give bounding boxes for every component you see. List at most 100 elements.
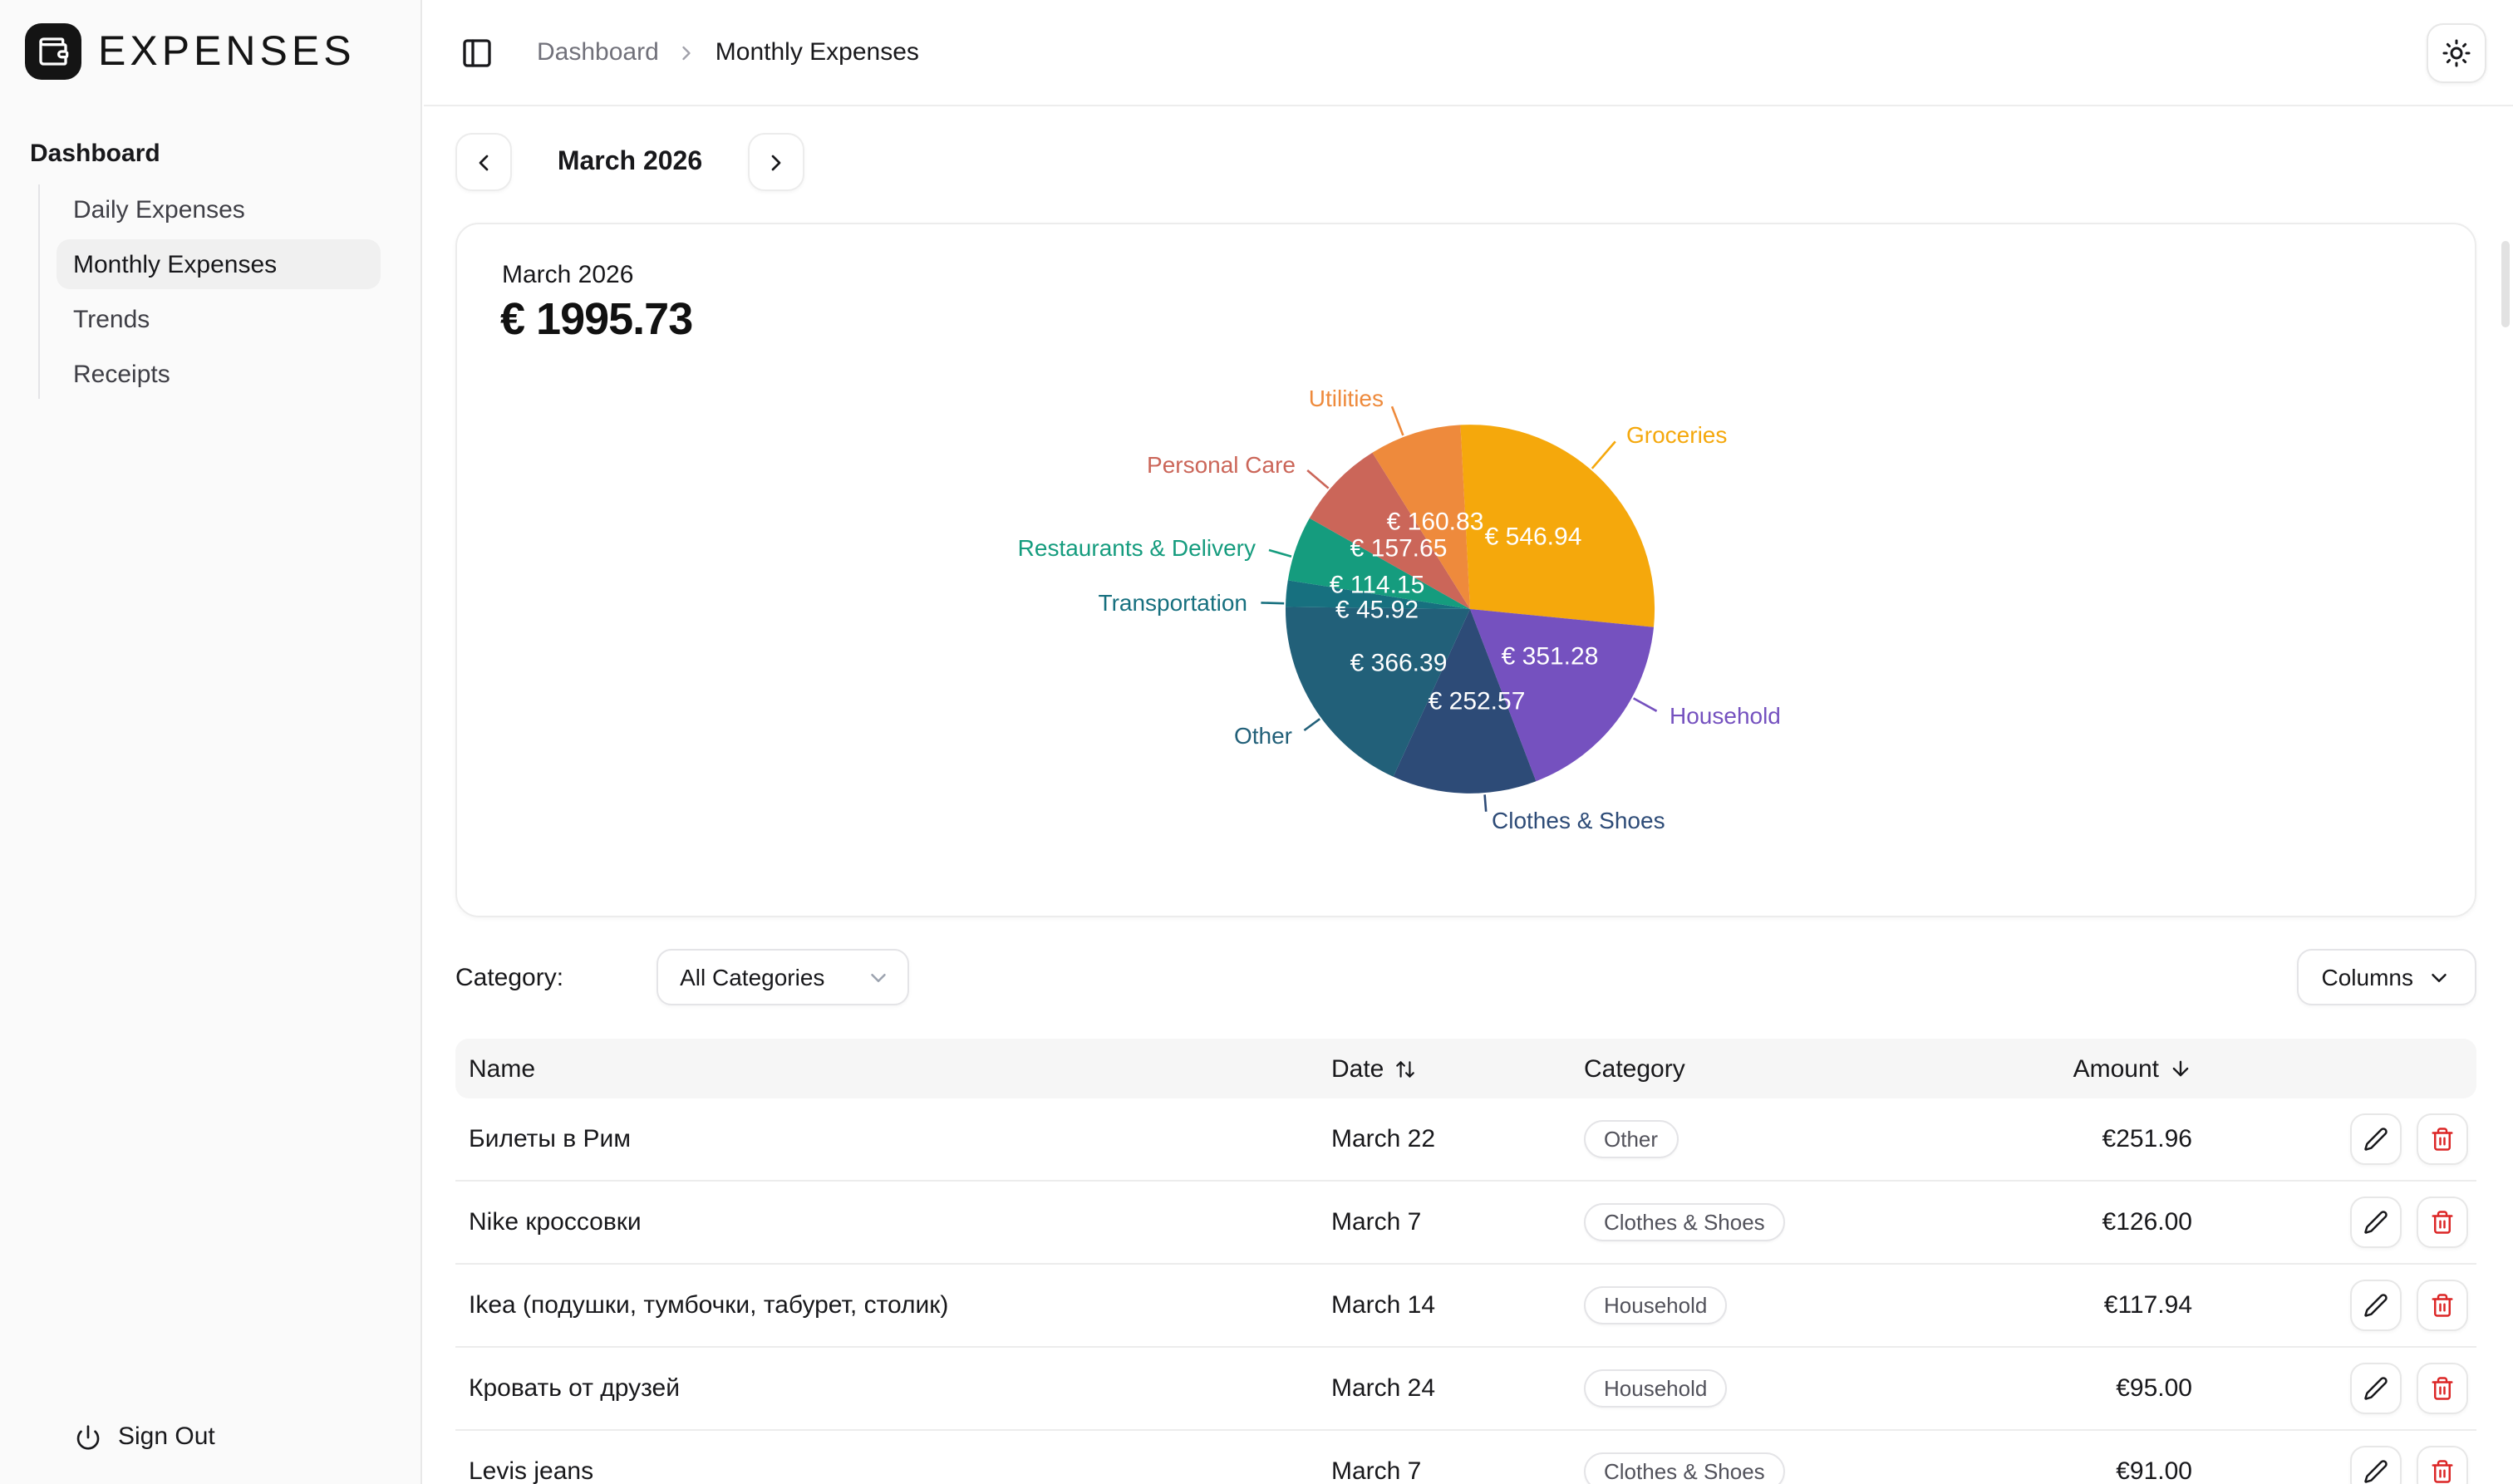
- expense-amount: €126.00: [2102, 1208, 2192, 1236]
- table-header-row: Name Date Category Amount: [455, 1039, 2476, 1098]
- category-select[interactable]: All Categories: [657, 949, 910, 1005]
- pie-chart[interactable]: € 546.94 Groceries € 351.28 Household € 252.…: [457, 224, 2476, 917]
- expense-date: March 7: [1331, 1208, 1422, 1236]
- row-actions: [2334, 1363, 2476, 1414]
- topbar: Dashboard Monthly Expenses: [424, 0, 2513, 106]
- svg-text:€ 157.65: € 157.65: [1350, 535, 1448, 563]
- column-header-amount[interactable]: Amount: [1978, 1054, 2206, 1083]
- svg-text:€ 160.83: € 160.83: [1387, 509, 1484, 536]
- table-row: Nike кроссовки March 7 Clothes & Shoes €…: [455, 1182, 2476, 1265]
- row-actions: [2334, 1446, 2476, 1484]
- svg-text:Transportation: Transportation: [1099, 590, 1248, 616]
- next-month-button[interactable]: [748, 133, 804, 191]
- chevron-down-icon: [2427, 965, 2452, 990]
- previous-month-button[interactable]: [455, 133, 512, 191]
- sidebar-item-monthly-expenses[interactable]: Monthly Expenses: [57, 239, 381, 289]
- delete-button[interactable]: [2417, 1280, 2468, 1331]
- table-row: Levis jeans March 7 Clothes & Shoes €91.…: [455, 1431, 2476, 1484]
- expense-category-cell: Clothes & Shoes: [1571, 1452, 1978, 1484]
- svg-text:Household: Household: [1670, 703, 1781, 729]
- sidebar-item-trends[interactable]: Trends: [57, 294, 381, 344]
- app-title: EXPENSES: [98, 27, 356, 74]
- columns-button[interactable]: Columns: [2296, 949, 2476, 1005]
- power-icon: [75, 1423, 101, 1450]
- category-badge: Household: [1584, 1286, 1728, 1324]
- sidebar-item-label: Monthly Expenses: [73, 250, 278, 278]
- monthly-summary-card: March 2026 € 1995.73 € 546.94 Groceries € …: [455, 223, 2476, 917]
- edit-button[interactable]: [2350, 1113, 2402, 1165]
- sort-descending-icon: [2169, 1057, 2192, 1080]
- sign-out-button[interactable]: Sign Out: [0, 1409, 420, 1464]
- table-row: Кровать от друзей March 24 Household €95…: [455, 1348, 2476, 1431]
- delete-button[interactable]: [2417, 1446, 2468, 1484]
- sidebar-item-daily-expenses[interactable]: Daily Expenses: [57, 184, 381, 234]
- expense-category-cell: Household: [1571, 1286, 1978, 1324]
- edit-button[interactable]: [2350, 1280, 2402, 1331]
- table-row: Ikea (подушки, тумбочки, табурет, столик…: [455, 1265, 2476, 1348]
- delete-button[interactable]: [2417, 1197, 2468, 1248]
- delete-button[interactable]: [2417, 1363, 2468, 1414]
- svg-text:Personal Care: Personal Care: [1147, 452, 1296, 478]
- svg-text:Utilities: Utilities: [1309, 386, 1384, 411]
- wallet-logo-icon: [25, 23, 81, 80]
- svg-text:€ 351.28: € 351.28: [1502, 643, 1599, 671]
- category-badge: Household: [1584, 1369, 1728, 1408]
- scrollbar-thumb[interactable]: [2501, 241, 2510, 327]
- svg-text:€ 546.94: € 546.94: [1485, 523, 1582, 551]
- filter-row: Category: All Categories Columns: [455, 949, 2476, 1005]
- expense-name: Nike кроссовки: [469, 1208, 642, 1236]
- sidebar-section-dashboard: Dashboard: [30, 140, 160, 168]
- expense-amount: €251.96: [2102, 1125, 2192, 1153]
- edit-button[interactable]: [2350, 1197, 2402, 1248]
- expense-amount: €91.00: [2116, 1457, 2192, 1484]
- sidebar-item-label: Daily Expenses: [73, 195, 245, 224]
- row-actions: [2334, 1113, 2476, 1165]
- expense-date: March 22: [1331, 1125, 1436, 1153]
- delete-button[interactable]: [2417, 1113, 2468, 1165]
- category-badge: Other: [1584, 1120, 1679, 1158]
- app-logo: EXPENSES: [0, 0, 420, 80]
- category-filter-label: Category:: [455, 963, 564, 991]
- category-badge: Clothes & Shoes: [1584, 1203, 1785, 1241]
- svg-text:€ 252.57: € 252.57: [1429, 688, 1526, 715]
- svg-text:Restaurants & Delivery: Restaurants & Delivery: [1018, 535, 1256, 561]
- expense-category-cell: Other: [1571, 1120, 1978, 1158]
- sidebar: EXPENSES Dashboard Daily Expenses Monthl…: [0, 0, 422, 1484]
- edit-button[interactable]: [2350, 1446, 2402, 1484]
- sun-icon: [2442, 37, 2471, 67]
- expense-date: March 24: [1331, 1374, 1436, 1403]
- sidebar-item-label: Trends: [73, 305, 150, 333]
- expense-category-cell: Clothes & Shoes: [1571, 1203, 1978, 1241]
- column-header-date[interactable]: Date: [1318, 1054, 1571, 1083]
- expense-amount: €117.94: [2103, 1291, 2192, 1319]
- expense-name: Ikea (подушки, тумбочки, табурет, столик…: [469, 1291, 949, 1319]
- svg-text:€ 45.92: € 45.92: [1335, 597, 1419, 624]
- table-row: Билеты в Рим March 22 Other €251.96: [455, 1098, 2476, 1182]
- category-badge: Clothes & Shoes: [1584, 1452, 1785, 1484]
- expense-name: Кровать от друзей: [469, 1374, 680, 1403]
- column-header-name: Name: [469, 1054, 536, 1083]
- svg-text:Groceries: Groceries: [1626, 422, 1727, 448]
- breadcrumb-dashboard[interactable]: Dashboard: [537, 38, 659, 66]
- expense-amount: €95.00: [2116, 1374, 2192, 1403]
- theme-toggle-button[interactable]: [2427, 22, 2486, 82]
- edit-button[interactable]: [2350, 1363, 2402, 1414]
- sidebar-toggle-icon[interactable]: [454, 29, 500, 76]
- svg-text:€ 114.15: € 114.15: [1330, 572, 1425, 599]
- sidebar-item-receipts[interactable]: Receipts: [57, 349, 381, 399]
- svg-text:Clothes & Shoes: Clothes & Shoes: [1492, 808, 1665, 833]
- row-actions: [2334, 1280, 2476, 1331]
- row-actions: [2334, 1197, 2476, 1248]
- card-total-amount: € 1995.73: [500, 294, 693, 344]
- column-header-category: Category: [1584, 1054, 1685, 1083]
- expense-name: Levis jeans: [469, 1457, 594, 1484]
- page-content: March 2026 March 2026 € 1995.73 € 546.94…: [424, 133, 2513, 1484]
- sidebar-item-label: Receipts: [73, 360, 170, 388]
- expenses-table: Name Date Category Amount: [455, 1039, 2476, 1484]
- sign-out-label: Sign Out: [118, 1423, 215, 1451]
- svg-text:Other: Other: [1234, 723, 1292, 749]
- columns-button-label: Columns: [2321, 964, 2414, 990]
- sort-up-down-icon: [1394, 1058, 1415, 1079]
- month-title: March 2026: [557, 147, 703, 175]
- expense-date: March 7: [1331, 1457, 1422, 1484]
